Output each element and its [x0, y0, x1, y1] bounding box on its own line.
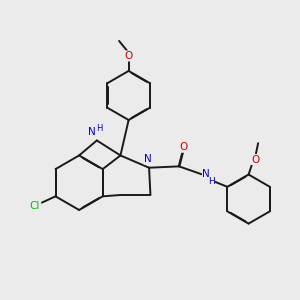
Text: H: H [208, 177, 214, 186]
Text: Cl: Cl [30, 201, 40, 211]
Text: N: N [144, 154, 152, 164]
Text: N: N [88, 127, 96, 137]
Text: N: N [202, 169, 210, 179]
Text: O: O [179, 142, 187, 152]
Text: O: O [251, 154, 260, 164]
Text: H: H [96, 124, 102, 133]
Text: O: O [124, 51, 133, 61]
